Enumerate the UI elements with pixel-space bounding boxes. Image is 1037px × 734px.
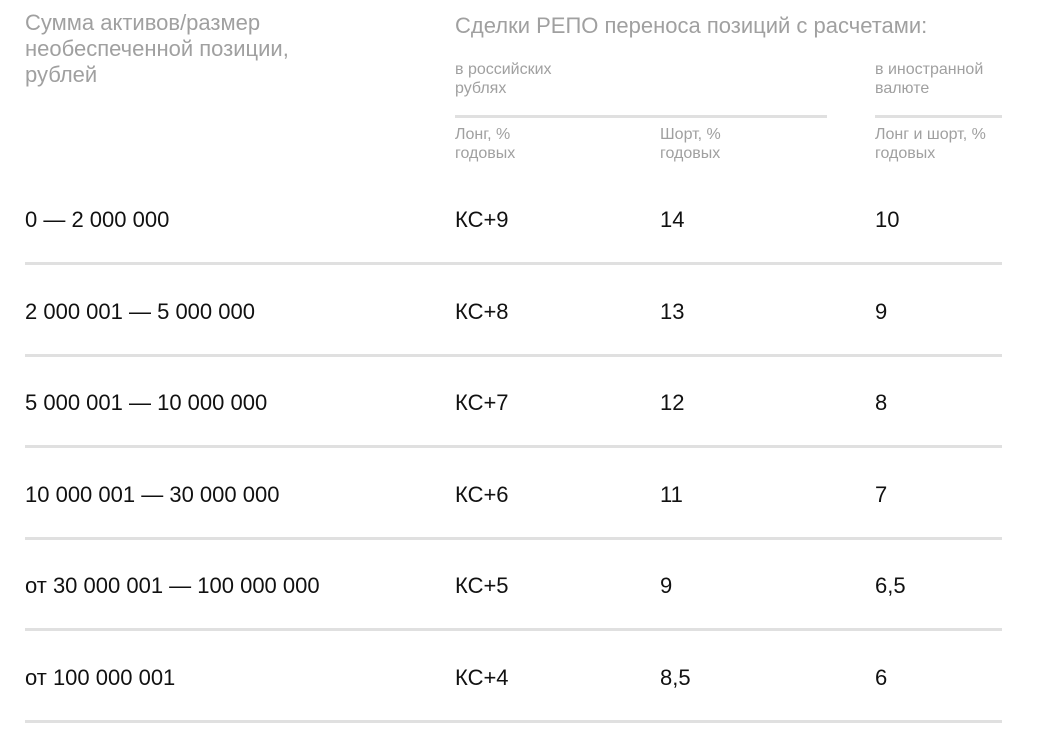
cell-fx: 6,5 xyxy=(875,573,906,599)
cell-short: 13 xyxy=(660,298,685,324)
cell-fx: 6 xyxy=(875,665,888,690)
cell-amount: 10 000 001 — 30 000 000 xyxy=(25,481,280,507)
cell-short: 12 xyxy=(660,390,685,416)
repo-title: Сделки РЕПО переноса позиций с расчетами… xyxy=(455,13,928,38)
fx-column-header: Лонг и шорт, % годовых xyxy=(875,126,986,162)
cell-long: КС+9 xyxy=(455,207,509,232)
fx-group-divider xyxy=(875,115,1002,118)
cell-long: КС+6 xyxy=(455,481,509,507)
rub-group-divider xyxy=(455,115,827,118)
long-column-header: Лонг, % годовых xyxy=(455,126,516,162)
cell-amount: 0 — 2 000 000 xyxy=(25,207,170,232)
cell-short: 14 xyxy=(660,207,685,232)
cell-amount: от 100 000 001 xyxy=(25,665,176,690)
cell-long: КС+5 xyxy=(455,573,509,599)
cell-amount: от 30 000 001 — 100 000 000 xyxy=(25,573,320,599)
row-divider xyxy=(25,262,1002,265)
cell-amount: 2 000 001 — 5 000 000 xyxy=(25,298,255,324)
cell-long: КС+7 xyxy=(455,390,509,416)
amount-column-header: Сумма активов/размер необеспеченной пози… xyxy=(25,10,289,87)
row-divider xyxy=(25,720,1002,723)
row-divider xyxy=(25,445,1002,449)
cell-fx: 7 xyxy=(875,481,888,507)
cell-long: КС+8 xyxy=(455,298,509,324)
row-divider xyxy=(25,353,1002,357)
row-divider xyxy=(25,536,1002,540)
cell-short: 9 xyxy=(660,573,673,599)
cell-amount: 5 000 001 — 10 000 000 xyxy=(25,390,268,416)
rub-group-header: в российских рублях xyxy=(455,61,552,97)
cell-short: 11 xyxy=(660,481,683,507)
fx-group-header: в иностранной валюте xyxy=(875,61,984,97)
cell-long: КС+4 xyxy=(455,665,509,690)
short-column-header: Шорт, % годовых xyxy=(660,126,721,162)
cell-fx: 8 xyxy=(875,390,888,416)
row-divider xyxy=(25,628,1002,632)
cell-short: 8,5 xyxy=(660,665,691,690)
cell-fx: 9 xyxy=(875,298,888,324)
cell-fx: 10 xyxy=(875,207,900,232)
